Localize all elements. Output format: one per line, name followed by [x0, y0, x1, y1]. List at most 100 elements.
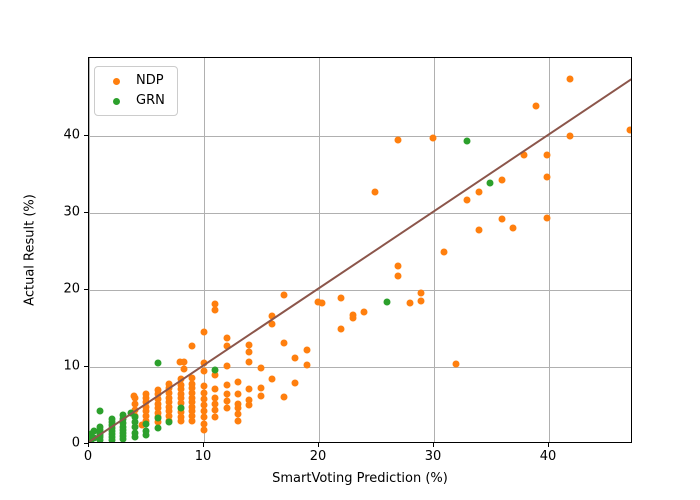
scatter-point-ndp [200, 328, 208, 336]
scatter-point-ndp [223, 342, 230, 350]
scatter-point-ndp [337, 294, 345, 302]
scatter-point-grn [154, 359, 162, 367]
scatter-point-grn [119, 411, 127, 419]
scatter-point-ndp [360, 308, 368, 316]
scatter-point-ndp [165, 398, 173, 406]
scatter-point-ndp [394, 272, 402, 280]
scatter-point-ndp [154, 404, 162, 412]
scatter-point-ndp [188, 398, 196, 406]
scatter-point-ndp [211, 406, 219, 414]
scatter-point-ndp [200, 382, 208, 390]
x-tick-label-0: 0 [83, 449, 93, 464]
scatter-point-ndp [176, 358, 184, 366]
scatter-point-ndp [154, 418, 162, 426]
scatter-point-ndp [211, 413, 219, 421]
scatter-point-ndp [234, 378, 242, 386]
scatter-point-ndp [211, 400, 219, 408]
scatter-point-ndp [394, 136, 402, 144]
scatter-point-ndp [509, 224, 517, 232]
y-axis-label: Actual Result (%) [22, 194, 38, 306]
scatter-point-grn [383, 298, 391, 306]
scatter-point-ndp [200, 389, 208, 397]
scatter-point-grn [486, 179, 494, 187]
scatter-point-ndp [452, 360, 460, 368]
scatter-point-ndp [245, 385, 253, 393]
scatter-point-ndp [268, 312, 276, 320]
scatter-point-ndp [417, 297, 425, 305]
scatter-point-ndp [566, 132, 574, 140]
scatter-point-ndp [165, 389, 173, 397]
scatter-point-grn [96, 407, 104, 415]
scatter-point-grn [154, 414, 162, 422]
x-tick-label-20: 20 [309, 449, 327, 464]
legend-label-grn: GRN [136, 93, 165, 108]
scatter-point-ndp [165, 380, 173, 388]
scatter-point-ndp [429, 134, 437, 142]
scatter-point-ndp [337, 325, 345, 333]
scatter-point-ndp [142, 390, 150, 398]
legend-entry-ndp: NDP [105, 74, 165, 88]
scatter-point-ndp [223, 334, 230, 342]
scatter-point-ndp [223, 381, 230, 389]
scatter-point-ndp [349, 311, 357, 319]
scatter-point-ndp [200, 407, 208, 415]
scatter-point-ndp [200, 367, 208, 375]
scatter-point-grn [211, 366, 219, 374]
y-tick-mark-10 [84, 365, 88, 367]
plot-area [88, 57, 632, 443]
gridline-x-20 [319, 58, 321, 442]
scatter-point-ndp [177, 408, 185, 416]
scatter-point-ndp [165, 403, 173, 411]
scatter-point-ndp [475, 226, 483, 234]
scatter-point-ndp [142, 403, 150, 411]
scatter-point-ndp [165, 407, 173, 415]
scatter-point-ndp [543, 151, 551, 159]
scatter-point-ndp [211, 300, 219, 308]
scatter-point-ndp [291, 354, 299, 362]
scatter-point-ndp [223, 390, 230, 398]
scatter-point-ndp [520, 151, 528, 159]
scatter-point-ndp [475, 188, 483, 196]
scatter-point-ndp [303, 361, 311, 369]
scatter-point-ndp [234, 400, 242, 408]
scatter-point-ndp [188, 394, 196, 402]
x-axis-label: SmartVoting Prediction (%) [272, 471, 448, 486]
x-tick-mark-40 [548, 443, 550, 447]
y-tick-mark-30 [84, 211, 88, 213]
scatter-point-grn [142, 431, 150, 439]
scatter-point-grn [131, 413, 139, 421]
scatter-point-ndp [180, 365, 188, 373]
y-tick-label-10: 10 [63, 358, 80, 374]
scatter-point-grn [131, 423, 139, 431]
scatter-point-ndp [138, 421, 146, 429]
scatter-point-ndp [234, 417, 242, 425]
scatter-point-ndp [211, 394, 219, 402]
gridline-y-30 [89, 212, 631, 214]
scatter-point-ndp [463, 196, 471, 204]
scatter-point-grn [463, 137, 471, 145]
scatter-point-ndp [234, 390, 242, 398]
scatter-point-ndp [257, 392, 265, 400]
scatter-point-ndp [268, 320, 276, 328]
scatter-point-ndp [154, 400, 162, 408]
scatter-point-ndp [188, 374, 196, 382]
scatter-point-ndp [177, 399, 185, 407]
scatter-point-ndp [280, 339, 288, 347]
y-tick-mark-40 [84, 134, 88, 136]
x-tick-mark-0 [88, 443, 89, 447]
scatter-point-ndp [223, 397, 230, 405]
gridline-x-10 [204, 58, 205, 442]
scatter-point-ndp [165, 394, 173, 402]
scatter-point-grn [154, 424, 162, 432]
scatter-point-ndp [188, 412, 196, 420]
scatter-point-ndp [165, 412, 173, 420]
scatter-point-grn [119, 423, 127, 431]
scatter-point-ndp [498, 215, 506, 223]
scatter-point-grn [90, 427, 98, 435]
gridline-y-20 [89, 289, 631, 291]
scatter-point-ndp [245, 396, 253, 404]
scatter-point-ndp [280, 291, 288, 299]
scatter-point-ndp [211, 371, 219, 379]
grn-marker-icon [113, 97, 120, 105]
